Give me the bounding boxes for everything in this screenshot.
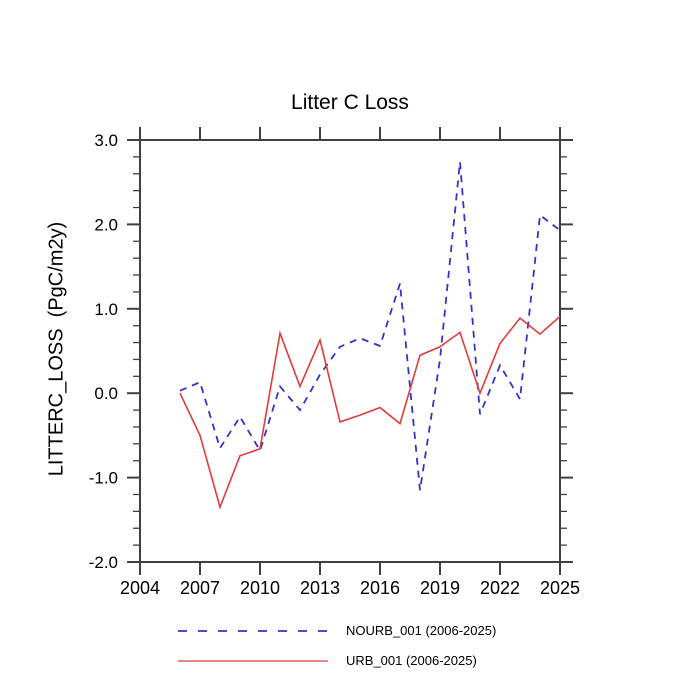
y-tick-label: -1.0: [89, 469, 118, 488]
x-tick-label: 2004: [120, 578, 160, 598]
x-tick-label: 2013: [300, 578, 340, 598]
x-tick-label: 2016: [360, 578, 400, 598]
legend-label-urb: URB_001 (2006-2025): [346, 653, 477, 668]
y-tick-label: 0.0: [94, 384, 118, 403]
series-line-urb: [179, 315, 561, 510]
legend-label-nourb: NOURB_001 (2006-2025): [346, 623, 497, 638]
series-line-nourb: [179, 161, 561, 491]
chart-title: Litter C Loss: [291, 91, 409, 114]
x-tick-label: 2022: [480, 578, 520, 598]
y-tick-label: -2.0: [89, 553, 118, 572]
y-tick-label: 2.0: [94, 215, 118, 234]
y-tick-label: 1.0: [94, 300, 118, 319]
y-tick-label: 3.0: [94, 131, 118, 150]
plot-box: [139, 139, 561, 563]
x-tick-label: 2025: [540, 578, 580, 598]
x-tick-label: 2019: [420, 578, 460, 598]
x-tick-label: 2010: [240, 578, 280, 598]
x-tick-label: 2007: [180, 578, 220, 598]
